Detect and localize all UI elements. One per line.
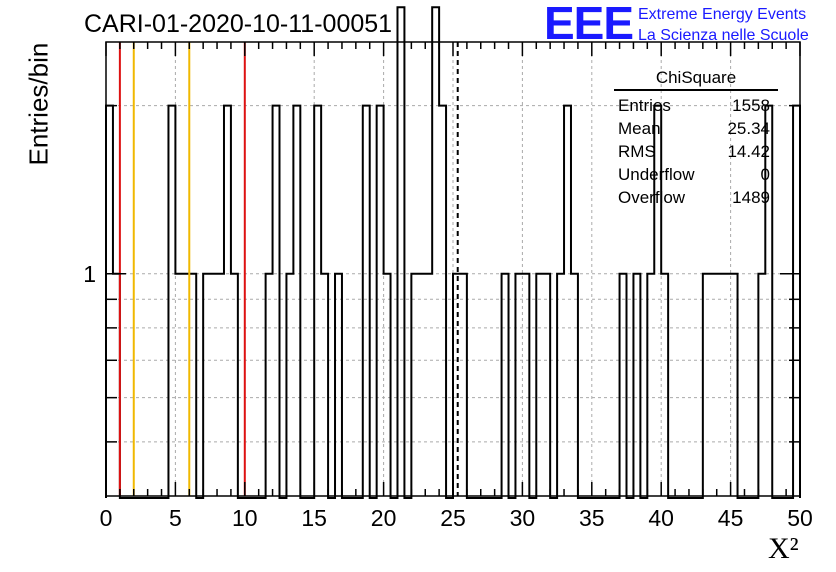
x-tick-label: 40	[648, 505, 674, 531]
histogram-outline	[105, 6, 801, 499]
stats-label: Underflow	[618, 165, 695, 184]
x-tick-label: 45	[718, 505, 744, 531]
x-tick-label: 10	[232, 505, 258, 531]
stats-label: Entries	[618, 96, 671, 115]
axis-ticks	[105, 42, 801, 496]
y-tick-label: 1	[83, 261, 96, 287]
stats-value: 1558	[732, 96, 770, 115]
histogram	[105, 6, 801, 499]
chart-title: CARI-01-2020-10-11-00051	[84, 10, 393, 38]
x-tick-label: 35	[579, 505, 605, 531]
stats-value: 0	[760, 165, 770, 184]
logo-caption: Extreme Energy Events La Scienza nelle S…	[638, 4, 809, 46]
x-tick-label: 5	[169, 505, 182, 531]
x-tick-label: 15	[301, 505, 327, 531]
stats-value: 14.42	[727, 142, 770, 161]
stats-row: Entries 1558	[612, 94, 780, 117]
stats-label: RMS	[618, 142, 656, 161]
stats-box: ChiSquare Entries 1558 Mean 25.34 RMS 14.42…	[612, 68, 780, 209]
axis-tick-labels: 0 5 10 15 20 25 30 35 40 45 50 1	[83, 261, 813, 531]
x-tick-label: 20	[371, 505, 397, 531]
stats-row: Mean 25.34	[612, 117, 780, 140]
x-tick-label: 30	[510, 505, 536, 531]
stats-title: ChiSquare	[614, 68, 778, 91]
y-axis-label: Entries/bin	[23, 42, 54, 166]
eee-logo: EEE	[544, 0, 634, 49]
stats-label: Mean	[618, 119, 661, 138]
stats-row: Underflow 0	[612, 163, 780, 186]
stats-label: Overflow	[618, 188, 686, 207]
x-tick-label: 25	[440, 505, 466, 531]
logo-caption-line1: Extreme Energy Events	[638, 6, 807, 23]
x-axis-label: X²	[768, 532, 799, 565]
stats-row: Overflow 1489	[612, 186, 780, 209]
x-tick-label: 0	[100, 505, 113, 531]
marker-lines	[118, 42, 459, 496]
logo-caption-line2: La Scienza nelle Scuole	[638, 27, 809, 44]
stats-value: 25.34	[727, 119, 770, 138]
x-tick-label: 50	[787, 505, 813, 531]
stats-row: RMS 14.42	[612, 140, 780, 163]
stats-value: 1489	[732, 188, 770, 207]
